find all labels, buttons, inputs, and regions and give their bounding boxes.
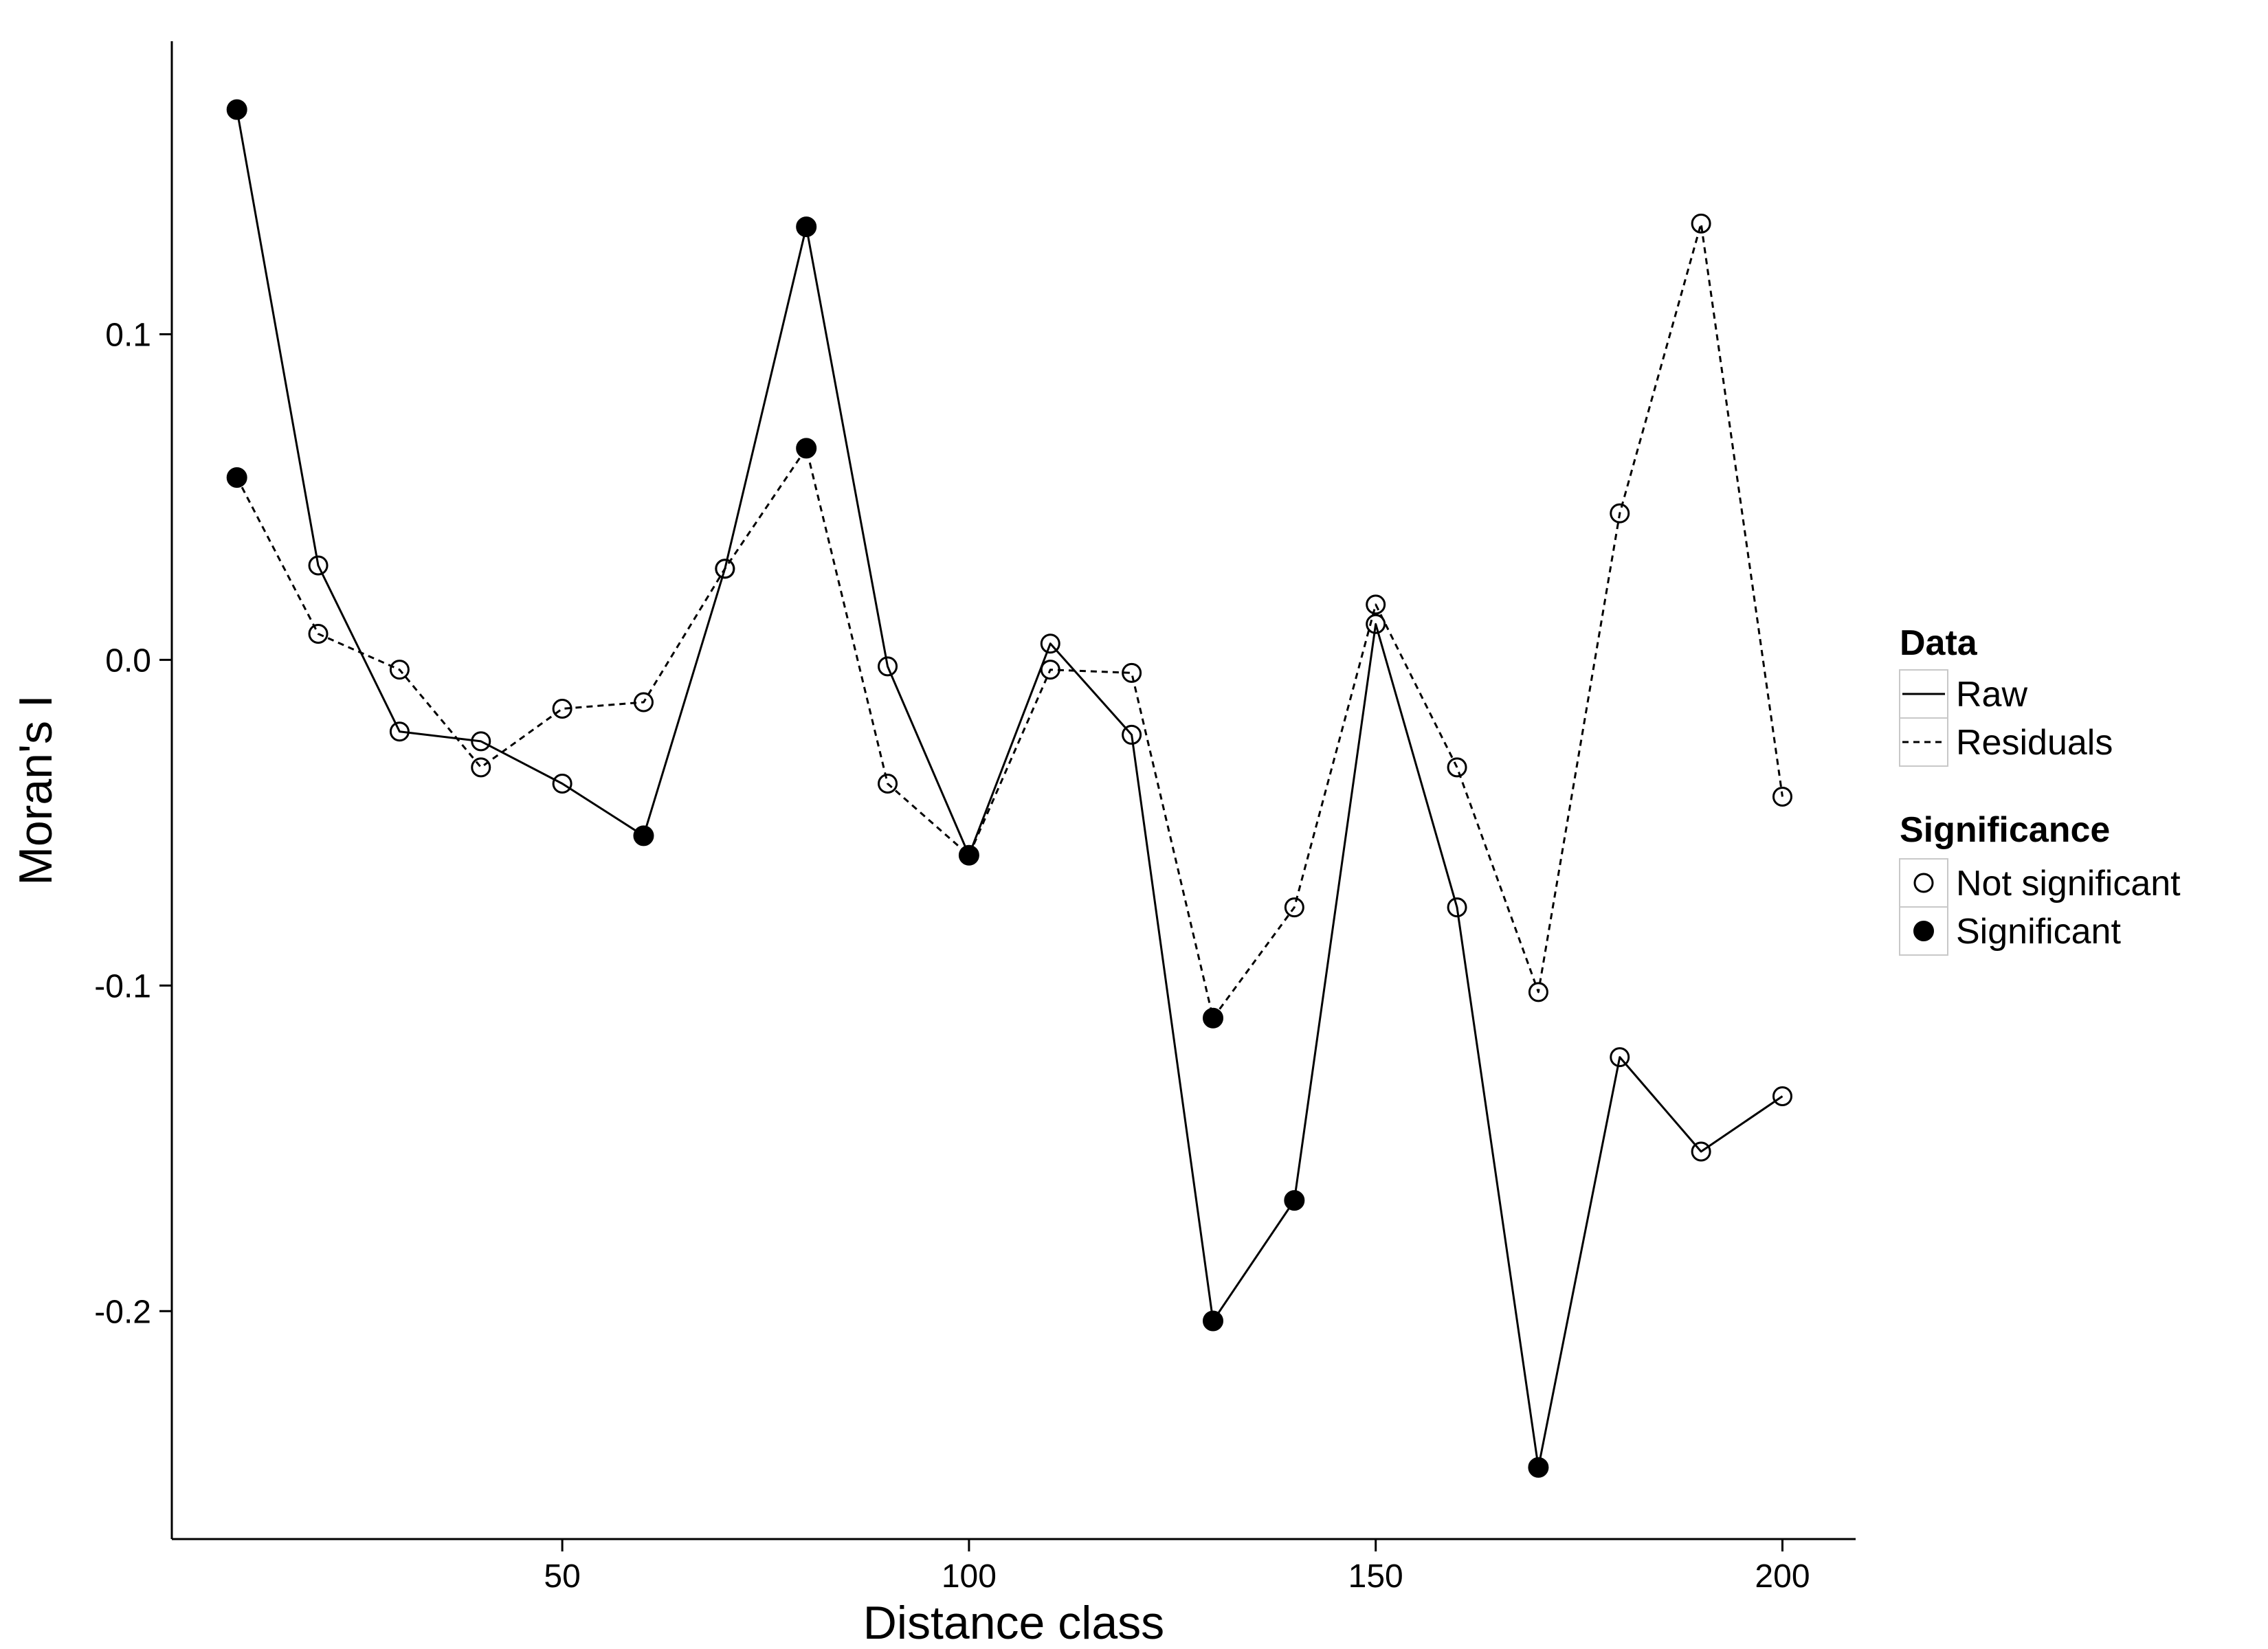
data-point-residuals-not-significant (959, 845, 979, 866)
data-point-residuals-significant (796, 438, 817, 459)
data-point-raw-significant (1284, 1190, 1305, 1211)
y-tick-label: 0.0 (105, 642, 151, 679)
data-point-residuals-not-significant (1366, 594, 1386, 615)
legend-title-data: Data (1900, 623, 1978, 663)
data-point-residuals-not-significant (1610, 503, 1630, 524)
data-point-raw-not-significant (1447, 897, 1467, 918)
legend-label-residuals: Residuals (1956, 723, 2113, 763)
legend-label-significant: Significant (1956, 912, 2121, 952)
series-lines (236, 109, 1783, 1469)
legend-title-significance: Significance (1900, 810, 2110, 850)
data-point-raw-significant (633, 825, 654, 846)
y-axis-title: Moran's I (10, 695, 62, 886)
series-points (226, 99, 1792, 1478)
data-point-raw-not-significant (1691, 1141, 1711, 1162)
data-point-residuals-not-significant (471, 757, 491, 778)
data-point-raw-not-significant (389, 721, 410, 742)
data-point-residuals-not-significant (552, 699, 572, 719)
y-tick-label: -0.1 (94, 968, 151, 1005)
data-point-raw-not-significant (878, 656, 898, 677)
data-point-raw-significant (1202, 1310, 1223, 1332)
data-point-raw-not-significant (471, 731, 491, 752)
data-point-raw-not-significant (1122, 724, 1142, 745)
x-tick-label: 50 (544, 1558, 580, 1595)
y-axis-ticks: -0.2 -0.1 0.0 0.1 (94, 317, 172, 1330)
data-point-raw-not-significant (1040, 633, 1060, 654)
y-tick-label: -0.2 (94, 1294, 151, 1330)
data-point-residuals-significant (1202, 1007, 1223, 1029)
data-point-residuals-significant (226, 467, 247, 489)
data-point-residuals-not-significant (633, 692, 654, 713)
data-point-raw-not-significant (308, 555, 329, 576)
x-axis-title: Distance class (863, 1597, 1164, 1649)
series-line-raw (236, 109, 1783, 1469)
data-point-residuals-not-significant (1691, 213, 1711, 234)
x-tick-label: 200 (1755, 1558, 1810, 1595)
data-point-raw-significant (226, 99, 247, 120)
legend-filled-circle-icon (1913, 921, 1934, 941)
data-point-residuals-not-significant (715, 559, 735, 579)
data-point-raw-not-significant (552, 774, 572, 794)
data-point-raw-significant (796, 216, 817, 238)
data-point-residuals-not-significant (1772, 786, 1792, 807)
data-point-raw-not-significant (1610, 1047, 1630, 1068)
legend-open-circle-icon (1913, 873, 1934, 893)
data-point-raw-significant (1528, 1457, 1549, 1478)
legend-label-raw: Raw (1956, 675, 2027, 715)
legend-label-not-significant: Not significant (1956, 864, 2181, 904)
data-point-residuals-not-significant (1122, 662, 1142, 683)
data-point-residuals-not-significant (1447, 757, 1467, 778)
x-tick-label: 100 (942, 1558, 997, 1595)
data-point-residuals-not-significant (1284, 897, 1304, 918)
data-point-residuals-not-significant (389, 660, 410, 680)
legend: Data Raw Residuals Significance Not sign… (1899, 623, 2181, 956)
series-line-residuals (236, 222, 1783, 1020)
data-point-residuals-not-significant (308, 624, 329, 644)
data-point-raw-not-significant (1772, 1086, 1792, 1106)
x-axis-ticks: 50 100 150 200 (544, 1539, 1810, 1595)
data-point-raw-not-significant (1366, 614, 1386, 634)
x-tick-label: 150 (1348, 1558, 1403, 1595)
data-point-residuals-not-significant (1528, 982, 1548, 1002)
y-tick-label: 0.1 (105, 317, 151, 354)
plot-area: 50 100 150 200 -0.2 -0.1 0.0 0.1 (94, 41, 1856, 1595)
data-point-residuals-not-significant (878, 774, 898, 794)
data-point-residuals-not-significant (1040, 660, 1060, 680)
